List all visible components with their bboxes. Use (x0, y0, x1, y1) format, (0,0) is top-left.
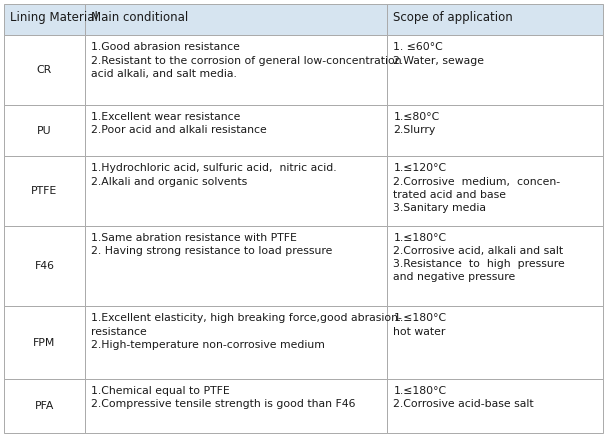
Text: PTFE: PTFE (32, 186, 58, 196)
Text: 1. ≤60°C
2.Water, sewage: 1. ≤60°C 2.Water, sewage (393, 42, 484, 66)
Text: Main conditional: Main conditional (91, 11, 188, 24)
Text: 1.≤80°C
2.Slurry: 1.≤80°C 2.Slurry (393, 112, 439, 135)
Text: 1.Hydrochloric acid, sulfuric acid,  nitric acid.
2.Alkali and organic solvents: 1.Hydrochloric acid, sulfuric acid, nitr… (91, 163, 336, 187)
Text: CR: CR (37, 65, 52, 75)
Bar (85, 156, 387, 226)
Bar (387, 105, 603, 156)
Text: PFA: PFA (35, 401, 54, 411)
Text: 1.Excellent wear resistance
2.Poor acid and alkali resistance: 1.Excellent wear resistance 2.Poor acid … (91, 112, 266, 135)
Text: F46: F46 (35, 261, 55, 271)
Bar (387, 4, 603, 35)
Text: 1.≤180°C
hot water: 1.≤180°C hot water (393, 313, 447, 336)
Bar (387, 35, 603, 105)
Bar (85, 226, 387, 306)
Text: 1.≤120°C
2.Corrosive  medium,  concen-
trated acid and base
3.Sanitary media: 1.≤120°C 2.Corrosive medium, concen- tra… (393, 163, 560, 213)
Text: FPM: FPM (33, 338, 56, 348)
Bar (387, 379, 603, 433)
Text: 1.Excellent elasticity, high breaking force,good abrasion-
resistance
2.High-tem: 1.Excellent elasticity, high breaking fo… (91, 313, 402, 350)
Bar (387, 226, 603, 306)
Bar (387, 306, 603, 379)
Bar (387, 156, 603, 226)
Text: 1.≤180°C
2.Corrosive acid, alkali and salt
3.Resistance  to  high  pressure
and : 1.≤180°C 2.Corrosive acid, alkali and sa… (393, 233, 565, 282)
Text: PU: PU (37, 125, 52, 135)
Text: Lining Material: Lining Material (10, 11, 98, 24)
Text: Scope of application: Scope of application (393, 11, 513, 24)
Bar (4, 379, 85, 433)
Text: 1.Same abration resistance with PTFE
2. Having strong resistance to load pressur: 1.Same abration resistance with PTFE 2. … (91, 233, 332, 256)
Bar (4, 306, 85, 379)
Bar (4, 35, 85, 105)
Text: 1.≤180°C
2.Corrosive acid-base salt: 1.≤180°C 2.Corrosive acid-base salt (393, 386, 534, 409)
Bar (4, 226, 85, 306)
Bar (85, 4, 387, 35)
Bar (85, 35, 387, 105)
Bar (85, 379, 387, 433)
Bar (85, 105, 387, 156)
Text: 1.Chemical equal to PTFE
2.Compressive tensile strength is good than F46: 1.Chemical equal to PTFE 2.Compressive t… (91, 386, 355, 409)
Bar (4, 105, 85, 156)
Bar (4, 156, 85, 226)
Bar (85, 306, 387, 379)
Text: 1.Good abrasion resistance
2.Resistant to the corrosion of general low-concentra: 1.Good abrasion resistance 2.Resistant t… (91, 42, 401, 79)
Bar (4, 4, 85, 35)
